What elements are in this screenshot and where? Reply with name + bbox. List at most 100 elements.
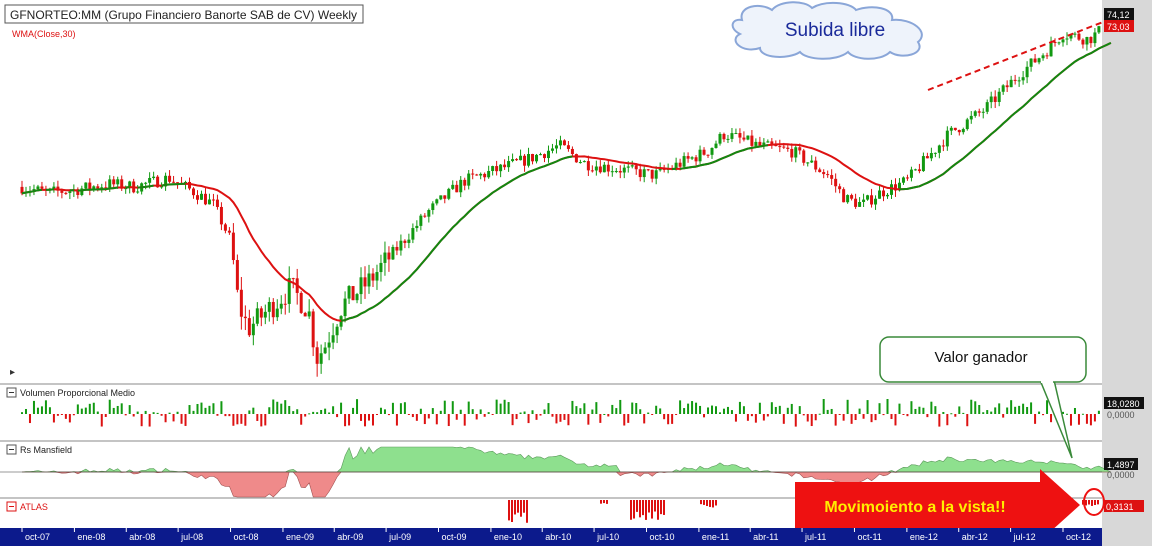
volume-bar xyxy=(88,403,91,414)
candle-body xyxy=(678,162,682,167)
volume-bar xyxy=(21,412,23,414)
candle-body xyxy=(945,130,949,147)
candle-body xyxy=(391,246,395,260)
volume-bar xyxy=(92,402,95,414)
scroll-arrow-icon[interactable]: ▸ xyxy=(10,367,15,378)
volume-bar xyxy=(108,399,111,414)
volume-bar xyxy=(28,414,31,424)
candle-body xyxy=(379,262,383,273)
volume-bar xyxy=(539,414,542,416)
candle-body xyxy=(1041,55,1045,59)
candle-body xyxy=(937,145,941,153)
candle-body xyxy=(814,160,818,170)
volume-bar xyxy=(870,414,873,423)
atlas-bar xyxy=(526,500,528,523)
candle-body xyxy=(610,171,614,173)
candle-body xyxy=(411,228,415,240)
candle-body xyxy=(854,198,858,207)
volume-bar xyxy=(691,401,694,414)
date-axis xyxy=(0,528,1102,546)
volume-bar xyxy=(116,405,119,414)
candle-body xyxy=(64,192,68,194)
volume-bar xyxy=(531,410,534,414)
candle-body xyxy=(227,230,231,233)
axis-label: oct-10 xyxy=(649,532,674,542)
candle-body xyxy=(746,135,750,140)
volume-bar xyxy=(782,414,785,424)
candle-body xyxy=(371,273,375,281)
volume-bar xyxy=(699,405,702,414)
volume-bar xyxy=(998,403,1001,414)
volume-bar xyxy=(910,401,913,414)
candle-body xyxy=(957,129,961,133)
candle-body xyxy=(977,111,981,113)
volume-bar xyxy=(471,409,474,414)
atlas-bar xyxy=(630,500,632,520)
candle-body xyxy=(714,143,718,148)
candle-body xyxy=(614,170,618,172)
volume-bar xyxy=(328,412,331,414)
volume-bar xyxy=(1065,413,1068,415)
volume-bar xyxy=(1034,414,1037,424)
atlas-bar xyxy=(648,500,650,513)
candle-body xyxy=(1081,39,1085,45)
candle-body xyxy=(459,179,463,193)
candle-body xyxy=(630,165,634,167)
volume-bar xyxy=(100,414,103,427)
volume-bar xyxy=(1026,406,1029,414)
volume-bar xyxy=(383,409,386,414)
volume-bar xyxy=(272,399,275,414)
candle-body xyxy=(546,150,550,159)
candle-body xyxy=(1013,79,1017,81)
candle-body xyxy=(762,142,766,146)
volume-bar xyxy=(443,400,446,414)
volume-bar xyxy=(527,414,530,424)
volume-bar xyxy=(375,414,378,415)
candle-body xyxy=(299,292,303,313)
candle-body xyxy=(766,141,770,143)
volume-bar xyxy=(854,414,857,421)
candle-body xyxy=(184,181,188,184)
candle-body xyxy=(199,193,203,200)
volume-bar xyxy=(399,403,402,414)
volume-bar xyxy=(483,414,486,417)
volume-bar xyxy=(1081,413,1084,415)
candle-body xyxy=(698,149,702,162)
candle-body xyxy=(1025,66,1029,78)
atlas-bar xyxy=(700,500,702,505)
candle-body xyxy=(363,277,367,287)
volume-bar xyxy=(1014,406,1017,414)
volume-bar xyxy=(547,403,550,414)
volume-bar xyxy=(938,414,941,427)
atlas-bar xyxy=(657,500,659,520)
candle-body xyxy=(499,164,503,172)
atlas-bar xyxy=(639,500,641,518)
volume-bar xyxy=(994,407,997,414)
price-scale-strip xyxy=(1102,0,1152,546)
atlas-bar xyxy=(1091,500,1093,506)
candle-body xyxy=(355,294,359,301)
candle-body xyxy=(582,161,586,163)
volume-bar xyxy=(962,412,965,414)
axis-label: jul-12 xyxy=(1013,532,1036,542)
wma-price-text: 73,03 xyxy=(1107,22,1130,32)
candle-body xyxy=(235,260,239,290)
volume-bar xyxy=(874,414,877,421)
candle-body xyxy=(626,166,630,168)
volume-bar xyxy=(762,414,765,421)
atlas-bar xyxy=(508,500,510,521)
candle-body xyxy=(618,170,622,173)
candle-body xyxy=(96,186,100,189)
volume-label: Volumen Proporcional Medio xyxy=(20,388,135,398)
candle-body xyxy=(1021,77,1025,81)
axis-label: jul-10 xyxy=(596,532,619,542)
atlas-bars xyxy=(508,500,1099,523)
volume-bar xyxy=(344,414,347,427)
candle-body xyxy=(435,199,439,204)
candle-body xyxy=(874,198,878,205)
candle-body xyxy=(1097,26,1101,33)
axis-label: jul-08 xyxy=(180,532,203,542)
candle-body xyxy=(156,176,160,188)
volume-bar xyxy=(48,407,51,414)
atlas-bar xyxy=(520,500,522,517)
